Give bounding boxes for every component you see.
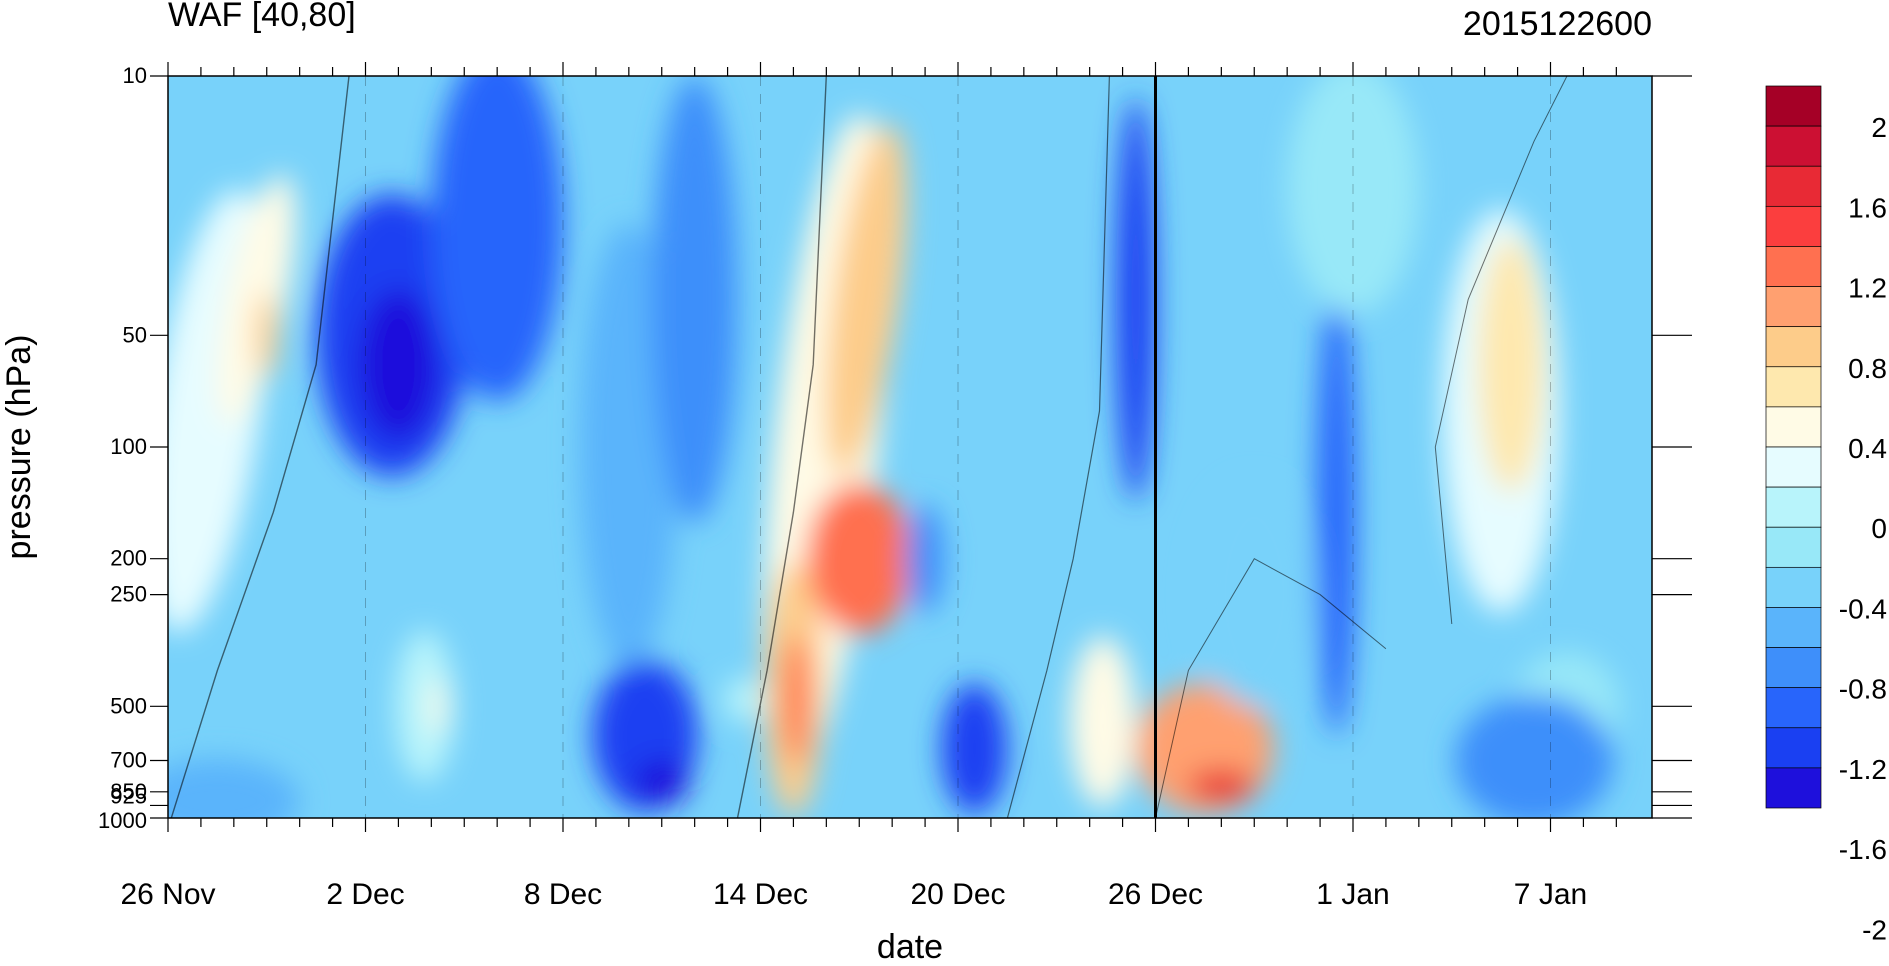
x-tick-label: 26 Dec	[1108, 878, 1203, 911]
colorbar-swatch	[1765, 687, 1822, 729]
chart-title: WAF [40,80]	[168, 0, 356, 34]
colorbar-swatch	[1765, 326, 1822, 368]
colorbar-swatch	[1765, 165, 1822, 207]
y-tick-label: 10	[123, 63, 147, 88]
contour-field	[168, 76, 1652, 818]
colorbar-swatch	[1765, 366, 1822, 408]
x-axis: 26 Nov 2 Dec 8 Dec 14 Dec 20 Dec 26 Dec 1 Jan 7…	[120, 62, 1617, 911]
colorbar-label: -0.4	[1839, 593, 1887, 624]
y-axis-label: pressure (hPa)	[0, 335, 38, 560]
colorbar-swatch	[1765, 85, 1822, 127]
y-tick-label: 50	[123, 322, 147, 347]
y-tick-label: 700	[110, 748, 147, 773]
colorbar-label: 1.6	[1848, 192, 1887, 223]
colorbar-swatch	[1765, 526, 1822, 568]
y-tick-label: 850	[110, 779, 147, 804]
x-tick-label: 20 Dec	[910, 878, 1005, 911]
colorbar-swatch	[1765, 486, 1822, 528]
y-tick-label: 100	[110, 434, 147, 459]
colorbar-label: -0.8	[1839, 674, 1887, 705]
colorbar-swatch	[1765, 205, 1822, 247]
colorbar-swatch	[1765, 647, 1822, 689]
colorbar-swatch	[1765, 406, 1822, 448]
colorbar-swatch	[1765, 767, 1822, 809]
colorbar-swatch	[1765, 607, 1822, 648]
y-tick-label: 500	[110, 693, 147, 718]
y-tick-label: 925	[110, 783, 147, 808]
y-tick-label: 200	[110, 546, 147, 571]
colorbar-swatch	[1765, 286, 1822, 328]
y-tick-label: 1000	[98, 808, 147, 833]
colorbar-label: -1.6	[1839, 834, 1887, 865]
colorbar-label: 1.2	[1848, 273, 1887, 304]
x-tick-label: 14 Dec	[713, 878, 808, 911]
colorbar-swatch	[1765, 246, 1822, 287]
contour-lines	[170, 76, 1568, 818]
colorbar-swatch	[1765, 727, 1822, 769]
colorbar-label: -2	[1862, 914, 1887, 945]
colorbar-swatch	[1765, 446, 1822, 488]
colorbar-label: 2	[1871, 112, 1887, 143]
colorbar-swatch	[1765, 566, 1822, 608]
x-tick-label: 8 Dec	[524, 878, 602, 911]
colorbar-label: -1.2	[1839, 754, 1887, 785]
chart-timestamp: 2015122600	[1463, 5, 1652, 43]
colorbar-swatch	[1765, 125, 1822, 167]
colorbar-label: 0.4	[1848, 433, 1887, 464]
y-tick-label: 250	[110, 582, 147, 607]
x-tick-label: 1 Jan	[1316, 878, 1389, 911]
x-tick-label: 26 Nov	[120, 878, 215, 911]
colorbar-label: 0.8	[1848, 353, 1887, 384]
colorbar: 2 1.6 1.2 0.8 0.4 0 -0.4 -0.8 -1.2 -1.6 -2	[1765, 85, 1887, 945]
x-tick-label: 7 Jan	[1514, 878, 1587, 911]
colorbar-label: 0	[1871, 513, 1887, 544]
x-axis-label: date	[877, 928, 943, 961]
x-tick-label: 2 Dec	[326, 878, 404, 911]
